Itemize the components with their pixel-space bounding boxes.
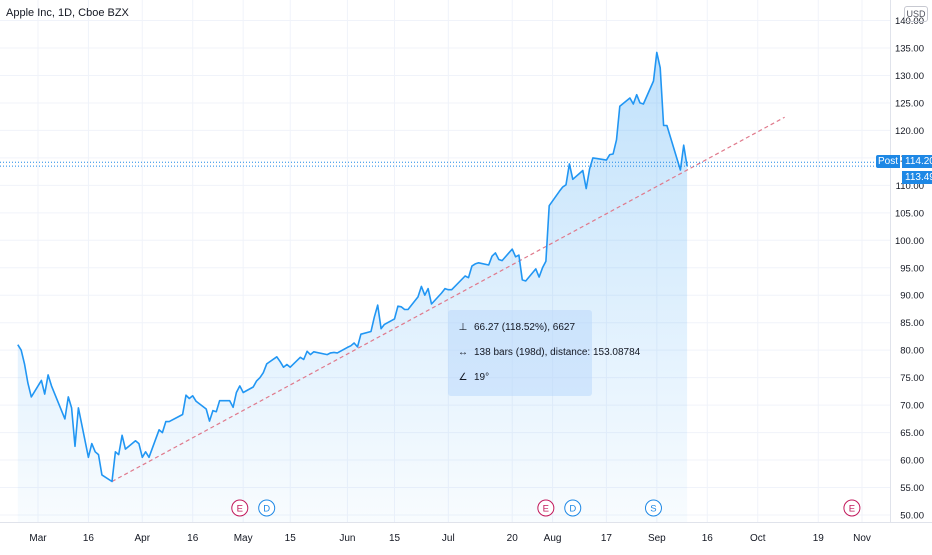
price-line[interactable] xyxy=(17,51,688,483)
x-axis-tick-label: 16 xyxy=(187,533,199,544)
event-marker-label: D xyxy=(569,504,576,515)
x-axis-tick-label: Nov xyxy=(853,533,871,544)
post-market-label: Post xyxy=(876,155,900,168)
angle-icon: ∠ xyxy=(458,372,468,383)
measure-price-change: 66.27 (118.52%), 6627 xyxy=(474,322,576,333)
post-price-tag: 114.20 xyxy=(902,155,932,168)
y-axis-tick-label: 110.00 xyxy=(896,181,924,192)
measure-price-row: ⊥ 66.27 (118.52%), 6627 xyxy=(456,322,575,333)
last-price-tag: 113.49 xyxy=(902,171,932,184)
y-axis-tick-label: 125.00 xyxy=(895,98,924,109)
event-marker-earnings[interactable] xyxy=(231,499,249,517)
event-marker-dividend[interactable] xyxy=(564,499,582,517)
y-axis-tick-label: 130.00 xyxy=(895,71,924,82)
event-marker-earnings[interactable] xyxy=(843,499,861,517)
event-marker-label: S xyxy=(650,504,656,515)
event-marker-label: D xyxy=(263,504,270,515)
y-axis-tick-label: 105.00 xyxy=(895,208,924,219)
measure-angle-row: ∠ 19° xyxy=(456,372,490,383)
event-marker-label: E xyxy=(237,504,243,515)
x-axis-tick-label: Oct xyxy=(750,533,766,544)
currency-button[interactable]: USD xyxy=(904,6,928,22)
event-marker-dividend[interactable] xyxy=(258,499,276,517)
x-axis-tick-label: Mar xyxy=(29,533,47,544)
symbol-title[interactable]: Apple Inc, 1D, Cboe BZX xyxy=(6,7,129,19)
y-axis-tick-label: 120.00 xyxy=(895,126,924,137)
y-axis-tick-label: 100.00 xyxy=(895,236,924,247)
event-marker-earnings[interactable] xyxy=(537,499,555,517)
y-axis-tick-label: 70.00 xyxy=(900,401,924,412)
y-axis-tick-label: 65.00 xyxy=(900,428,924,439)
y-axis-tick-label: 60.00 xyxy=(900,456,924,467)
trend-line[interactable] xyxy=(111,116,785,483)
y-axis-tick-label: 135.00 xyxy=(895,44,924,55)
y-axis-tick-label: 75.00 xyxy=(900,373,924,384)
x-axis-tick-label: Apr xyxy=(134,533,150,544)
y-axis-tick-label: 90.00 xyxy=(900,291,924,302)
x-axis-tick-label: May xyxy=(234,533,253,544)
x-axis-tick-label: Sep xyxy=(648,533,666,544)
y-axis-tick-label: 95.00 xyxy=(900,263,924,274)
price-area-fill xyxy=(17,52,688,523)
y-axis-tick-label: 55.00 xyxy=(900,483,924,494)
y-axis-tick-label: 50.00 xyxy=(900,511,924,522)
x-axis-tick-label: Jun xyxy=(339,533,355,544)
x-axis-tick-label: 15 xyxy=(389,533,401,544)
measure-bars-row: ↔ 138 bars (198d), distance: 153.08784 xyxy=(456,347,640,358)
x-axis-tick-label: 20 xyxy=(507,533,519,544)
x-axis-tick-label: Aug xyxy=(544,533,562,544)
x-axis-tick-label: 16 xyxy=(702,533,714,544)
y-axis-tick-label: 85.00 xyxy=(900,318,924,329)
event-marker-label: E xyxy=(849,504,855,515)
event-marker-label: E xyxy=(543,504,549,515)
measure-bars: 138 bars (198d), distance: 153.08784 xyxy=(474,347,641,358)
x-axis-tick-label: 19 xyxy=(813,533,825,544)
measure-angle: 19° xyxy=(474,372,490,383)
measure-tooltip: ⊥ 66.27 (118.52%), 6627 ↔ 138 bars (198d… xyxy=(448,310,640,396)
price-range-icon: ⊥ xyxy=(458,322,468,333)
date-range-icon: ↔ xyxy=(458,347,468,358)
y-axis-tick-label: 80.00 xyxy=(900,346,924,357)
x-axis-tick-label: Jul xyxy=(442,533,455,544)
event-marker-split[interactable] xyxy=(644,499,662,517)
x-axis-tick-label: 17 xyxy=(601,533,613,544)
x-axis-tick-label: 16 xyxy=(83,533,95,544)
x-axis-tick-label: 15 xyxy=(285,533,297,544)
